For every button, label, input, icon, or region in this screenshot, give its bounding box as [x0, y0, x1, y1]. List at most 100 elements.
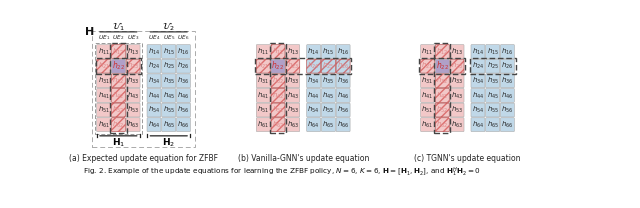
FancyBboxPatch shape	[97, 74, 111, 88]
FancyBboxPatch shape	[435, 59, 449, 73]
FancyBboxPatch shape	[336, 118, 350, 132]
FancyBboxPatch shape	[286, 45, 300, 58]
Text: $h_{36}$: $h_{36}$	[177, 76, 189, 86]
FancyBboxPatch shape	[307, 118, 321, 132]
FancyBboxPatch shape	[471, 59, 485, 73]
Text: $h_{14}$: $h_{14}$	[472, 46, 484, 57]
FancyBboxPatch shape	[162, 45, 176, 58]
FancyBboxPatch shape	[271, 103, 285, 117]
FancyBboxPatch shape	[420, 118, 435, 132]
Text: $h_{62}$: $h_{62}$	[436, 120, 449, 130]
FancyBboxPatch shape	[271, 74, 285, 88]
FancyBboxPatch shape	[126, 103, 140, 117]
Text: $h_{31}$: $h_{31}$	[422, 76, 434, 86]
FancyBboxPatch shape	[147, 74, 161, 88]
Text: $h_{51}$: $h_{51}$	[97, 105, 109, 115]
Text: $h_{12}$: $h_{12}$	[112, 46, 124, 57]
FancyBboxPatch shape	[126, 118, 140, 132]
FancyBboxPatch shape	[336, 74, 350, 88]
FancyBboxPatch shape	[126, 88, 140, 102]
Text: $h_{25}$: $h_{25}$	[323, 61, 335, 71]
FancyBboxPatch shape	[177, 118, 191, 132]
FancyBboxPatch shape	[435, 103, 449, 117]
Text: $h_{41}$: $h_{41}$	[97, 90, 109, 100]
FancyBboxPatch shape	[336, 88, 350, 102]
Text: $h_{66}$: $h_{66}$	[501, 120, 514, 130]
FancyBboxPatch shape	[271, 59, 285, 73]
Text: $h_{46}$: $h_{46}$	[177, 90, 189, 100]
FancyBboxPatch shape	[321, 88, 335, 102]
Text: $h_{11}$: $h_{11}$	[257, 46, 269, 57]
FancyBboxPatch shape	[307, 88, 321, 102]
Text: $h_{34}$: $h_{34}$	[472, 76, 484, 86]
FancyBboxPatch shape	[111, 103, 125, 117]
Text: $h_{24}$: $h_{24}$	[472, 61, 484, 71]
FancyBboxPatch shape	[111, 88, 125, 102]
Text: $h_{11}$: $h_{11}$	[97, 46, 109, 57]
Text: $h_{16}$: $h_{16}$	[337, 46, 349, 57]
Text: $h_{14}$: $h_{14}$	[307, 46, 320, 57]
FancyBboxPatch shape	[256, 59, 270, 73]
FancyBboxPatch shape	[307, 74, 321, 88]
FancyBboxPatch shape	[336, 103, 350, 117]
FancyBboxPatch shape	[97, 103, 111, 117]
Text: $h_{13}$: $h_{13}$	[451, 46, 463, 57]
Text: $h_{12}$: $h_{12}$	[436, 46, 449, 57]
Text: $h_{63}$: $h_{63}$	[287, 120, 299, 130]
FancyBboxPatch shape	[256, 118, 270, 132]
Text: $h_{26}$: $h_{26}$	[501, 61, 514, 71]
Text: $UE_4$: $UE_4$	[148, 33, 160, 42]
FancyBboxPatch shape	[177, 45, 191, 58]
FancyBboxPatch shape	[500, 74, 515, 88]
Text: $\mathcal{U}_1$: $\mathcal{U}_1$	[112, 20, 125, 33]
Text: $h_{66}$: $h_{66}$	[337, 120, 349, 130]
Text: $h_{43}$: $h_{43}$	[127, 90, 140, 100]
Text: $h_{32}$: $h_{32}$	[436, 76, 449, 86]
Text: $h_{41}$: $h_{41}$	[422, 90, 434, 100]
Text: $h_{25}$: $h_{25}$	[486, 61, 499, 71]
FancyBboxPatch shape	[286, 88, 300, 102]
FancyBboxPatch shape	[111, 118, 125, 132]
Text: $h_{51}$: $h_{51}$	[422, 105, 434, 115]
FancyBboxPatch shape	[177, 74, 191, 88]
FancyBboxPatch shape	[162, 103, 176, 117]
Text: $\mathcal{U}_2$: $\mathcal{U}_2$	[163, 20, 175, 33]
Text: $h_{13}$: $h_{13}$	[287, 46, 299, 57]
Text: $h_{22}$: $h_{22}$	[271, 60, 285, 72]
Text: $h_{22}$: $h_{22}$	[436, 60, 449, 72]
FancyBboxPatch shape	[450, 118, 464, 132]
Text: $h_{52}$: $h_{52}$	[112, 105, 124, 115]
FancyBboxPatch shape	[286, 74, 300, 88]
FancyBboxPatch shape	[126, 59, 140, 73]
FancyBboxPatch shape	[286, 103, 300, 117]
FancyBboxPatch shape	[256, 88, 270, 102]
FancyBboxPatch shape	[321, 45, 335, 58]
Text: $UE_6$: $UE_6$	[177, 33, 189, 42]
FancyBboxPatch shape	[500, 118, 515, 132]
FancyBboxPatch shape	[111, 45, 125, 58]
Text: $h_{41}$: $h_{41}$	[257, 90, 269, 100]
FancyBboxPatch shape	[420, 74, 435, 88]
Text: $h_{45}$: $h_{45}$	[323, 90, 335, 100]
Text: $h_{15}$: $h_{15}$	[163, 46, 175, 57]
Text: $h_{43}$: $h_{43}$	[451, 90, 463, 100]
Text: $h_{23}$: $h_{23}$	[451, 61, 463, 71]
Text: $h_{46}$: $h_{46}$	[337, 90, 349, 100]
Text: $h_{34}$: $h_{34}$	[307, 76, 320, 86]
Text: $\mathbf{H}$: $\mathbf{H}$	[84, 25, 94, 37]
Text: $h_{33}$: $h_{33}$	[451, 76, 463, 86]
Text: $h_{14}$: $h_{14}$	[148, 46, 160, 57]
FancyBboxPatch shape	[435, 118, 449, 132]
FancyBboxPatch shape	[486, 88, 500, 102]
FancyBboxPatch shape	[271, 88, 285, 102]
Text: $h_{32}$: $h_{32}$	[272, 76, 284, 86]
Text: $h_{55}$: $h_{55}$	[163, 105, 175, 115]
Bar	[470, 58, 516, 74]
FancyBboxPatch shape	[321, 59, 335, 73]
FancyBboxPatch shape	[420, 88, 435, 102]
Text: $h_{62}$: $h_{62}$	[112, 120, 124, 130]
Text: Fig. 2. Example of the update equations for learning the ZFBF policy, $N=6$, $K=: Fig. 2. Example of the update equations …	[83, 166, 481, 179]
Text: $h_{56}$: $h_{56}$	[177, 105, 189, 115]
Text: $h_{56}$: $h_{56}$	[337, 105, 349, 115]
Text: $h_{24}$: $h_{24}$	[307, 61, 320, 71]
